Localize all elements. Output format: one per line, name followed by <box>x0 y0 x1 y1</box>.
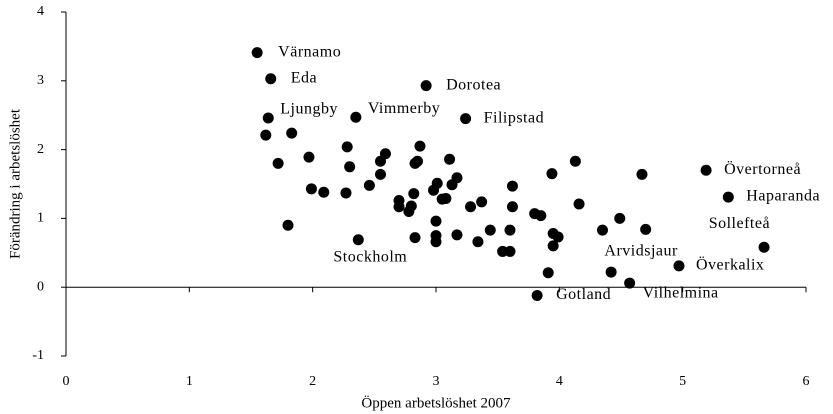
point-label: Övertorneå <box>724 160 801 178</box>
x-tick-label: 1 <box>186 374 193 389</box>
point <box>409 232 421 244</box>
x-tick-label: 3 <box>433 374 440 389</box>
point <box>350 111 362 123</box>
point <box>573 198 585 210</box>
point <box>569 155 581 167</box>
y-tick-label: 1 <box>37 211 44 226</box>
point <box>673 260 685 272</box>
point <box>506 201 518 213</box>
point <box>460 113 472 125</box>
point-label: Sollefteå <box>709 215 770 232</box>
point <box>547 240 559 252</box>
point <box>614 212 626 224</box>
point <box>504 224 516 236</box>
point <box>484 224 496 236</box>
point <box>375 155 386 167</box>
point <box>405 200 417 212</box>
point-label: Haparanda <box>746 188 820 205</box>
point <box>431 177 443 189</box>
y-tick-label: 3 <box>37 73 44 88</box>
point <box>408 188 420 200</box>
point-label: Eda <box>291 69 317 86</box>
point <box>251 47 263 59</box>
point <box>700 164 712 176</box>
x-tick-label: 0 <box>63 374 70 389</box>
point <box>340 187 352 199</box>
point <box>414 140 426 152</box>
point <box>282 219 294 231</box>
point <box>535 210 547 222</box>
point-label: Dorotea <box>446 76 501 93</box>
point <box>552 231 564 243</box>
point <box>303 151 315 163</box>
point <box>341 141 353 153</box>
point <box>465 201 477 213</box>
point <box>531 289 543 301</box>
point <box>546 168 558 180</box>
point <box>305 183 317 195</box>
point <box>440 192 452 204</box>
point <box>262 112 274 124</box>
point <box>758 241 770 253</box>
point <box>430 215 442 227</box>
point <box>286 127 298 139</box>
point-label: Ljungby <box>280 101 338 118</box>
point <box>265 73 277 85</box>
point <box>597 224 608 236</box>
point <box>352 234 364 246</box>
point <box>318 186 330 198</box>
point <box>624 277 636 289</box>
point <box>504 245 516 257</box>
point-label: Överkalix <box>696 256 764 274</box>
point <box>420 80 432 92</box>
point-label: Arvidsjaur <box>604 243 678 260</box>
point <box>451 229 463 241</box>
point <box>472 236 484 248</box>
point <box>542 267 554 279</box>
point <box>451 172 463 184</box>
point-label: Gotland <box>556 286 611 303</box>
point <box>272 157 284 169</box>
point-label: Värnamo <box>278 43 341 60</box>
point <box>636 168 648 180</box>
x-tick-label: 4 <box>556 374 563 389</box>
y-tick-label: 0 <box>37 279 44 294</box>
point-label: Vimmerby <box>368 100 440 117</box>
point <box>363 179 375 191</box>
point <box>430 236 442 248</box>
point-label: Filipstad <box>484 109 545 126</box>
x-tick-label: 2 <box>309 374 316 389</box>
point <box>722 191 734 203</box>
point <box>412 155 423 167</box>
point <box>444 153 456 165</box>
y-axis-label: Förändring i arbetslöshet <box>7 108 23 259</box>
x-tick-label: 5 <box>679 374 686 389</box>
point <box>344 161 356 173</box>
y-tick-label: 4 <box>37 4 44 19</box>
point <box>605 266 617 278</box>
point <box>506 180 518 192</box>
point-label: Vilhelmina <box>643 285 719 302</box>
y-tick-label: 2 <box>37 142 44 157</box>
point <box>393 201 405 213</box>
x-tick-label: 6 <box>803 374 810 389</box>
point-label: Stockholm <box>333 248 407 265</box>
point <box>476 196 488 208</box>
point <box>640 223 652 235</box>
point <box>375 168 386 180</box>
point <box>260 129 272 141</box>
x-axis-label: Öppen arbetslöshet 2007 <box>361 394 511 411</box>
y-tick-label: -1 <box>32 348 44 363</box>
